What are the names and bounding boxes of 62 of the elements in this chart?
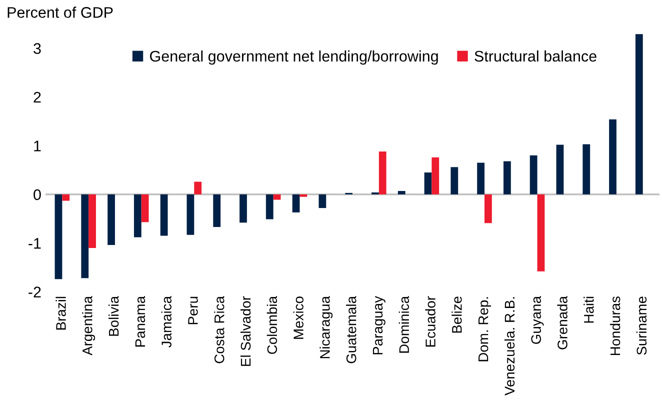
bar [398,190,406,194]
bar [537,194,545,272]
x-tick-label: Costa Rica [214,296,224,364]
bar [108,194,115,246]
bar [213,194,221,228]
bar [54,194,62,280]
bar [134,194,142,238]
bar [477,162,484,194]
y-tick-label: 0 [34,189,41,200]
y-tick-label: 3 [34,43,41,54]
bar [141,194,149,222]
y-axis-title: Percent of GDP [8,6,113,18]
x-tick-label: Belize [452,296,462,333]
x-tick-label: Guyana [531,296,544,344]
bar [556,144,564,194]
bar [484,194,492,224]
y-tick-label: 2 [34,92,41,102]
bar [609,119,616,194]
bar [292,194,300,212]
bar [432,157,440,194]
bar [378,152,386,194]
bar [450,167,458,194]
bar [635,34,643,194]
y-tick-label: -1 [28,238,41,249]
y-tick-label: 1 [34,140,41,152]
bar [318,194,326,208]
x-tick-label: Ecuador [425,296,436,347]
x-tick-label: Grenada [557,296,568,350]
bar [503,161,511,194]
legend-label: Structural balance [474,50,596,62]
x-tick-label: Dom. Rep. [478,297,491,362]
x-tick-label: Brazil [56,296,66,330]
x-tick-label: Paraguay [372,296,386,354]
bar [582,144,590,194]
bar [81,194,89,278]
bar [160,194,168,236]
x-tick-label: Panama [135,296,146,347]
x-tick-label: Suriname [636,296,647,355]
x-tick-label: Peru [188,296,198,324]
bar [186,194,194,235]
x-tick-label: Bolivia [108,296,119,336]
x-tick-label: Argentina [82,296,96,356]
legend-label: General government net lending/borrowing [150,50,438,65]
y-tick-label: -2 [28,286,41,298]
x-tick-label: Nicaragua [320,296,333,358]
bar [194,182,202,194]
bar [62,194,70,201]
bar [266,194,274,220]
x-tick-label: El Salvador [240,296,251,366]
x-tick-label: Haiti [584,296,594,323]
x-tick-label: Guatemala [346,296,356,364]
x-tick-label: Jamaica [161,296,172,348]
bar [530,155,538,194]
bar [300,194,308,197]
x-tick-label: Colombia [266,296,278,354]
bar [240,194,247,223]
x-tick-label: Dominica [398,296,410,353]
x-tick-label: Honduras [610,296,620,356]
x-tick-label: Mexico [293,296,304,339]
bar [88,194,96,248]
x-tick-label: Venezuela. R.B. [504,297,515,396]
bar [424,172,432,194]
